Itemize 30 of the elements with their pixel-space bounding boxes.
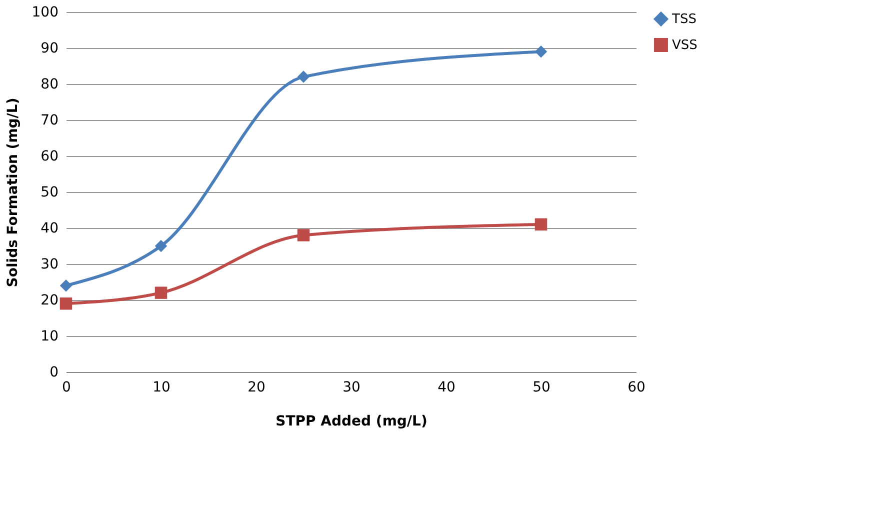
legend-label: TSS — [671, 12, 696, 27]
point — [60, 279, 72, 292]
point — [154, 286, 168, 299]
y-tick-label: 10 — [40, 328, 58, 344]
y-tick-label: 80 — [40, 76, 58, 92]
x-tick-label: 40 — [438, 380, 456, 396]
y-tick-label: 40 — [40, 220, 58, 236]
point — [154, 240, 168, 252]
point — [60, 297, 72, 310]
x-tick-label: 10 — [152, 380, 170, 396]
y-tick-label: 100 — [32, 4, 58, 20]
x-tick-label: 60 — [628, 380, 646, 396]
x-tick-label: 0 — [62, 380, 71, 396]
x-tick-label: 20 — [248, 380, 266, 396]
point — [297, 229, 310, 242]
y-tick-label: 70 — [40, 112, 58, 128]
point — [534, 45, 548, 58]
point — [534, 218, 548, 231]
y-axis-title: Solids Formation (mg/L) — [4, 98, 21, 288]
y-tick-label: 0 — [50, 364, 58, 380]
y-tick-label: 30 — [40, 256, 58, 272]
x-tick-label: 30 — [342, 380, 360, 396]
point — [297, 70, 310, 83]
y-tick-label: 60 — [40, 148, 58, 164]
legend-label: VSS — [672, 38, 698, 53]
y-tick-label: 50 — [40, 184, 58, 200]
x-axis-title: STPP Added (mg/L) — [276, 414, 428, 430]
x-tick-label: 50 — [532, 380, 550, 396]
y-tick-label: 20 — [40, 292, 58, 308]
y-tick-label: 90 — [40, 40, 58, 56]
